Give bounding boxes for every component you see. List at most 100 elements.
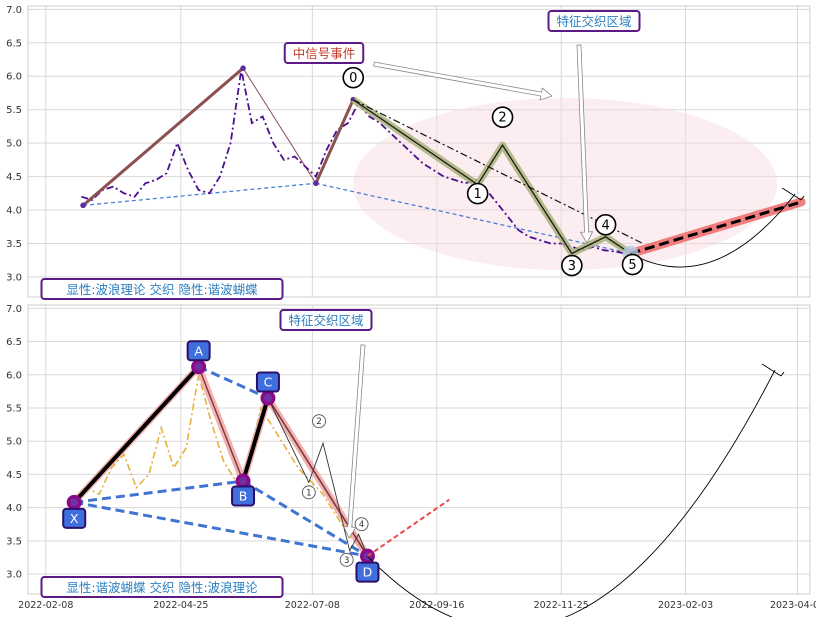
region-label: 特征交织区域 [556, 14, 631, 29]
wave-point-label: 4 [601, 218, 609, 233]
wave-trend-line [352, 99, 644, 245]
wave-point-label: 4 [359, 520, 364, 530]
legend-label-box [40, 576, 284, 598]
harmonic-point-label: C [264, 375, 273, 390]
harmonic-point-marker [80, 202, 86, 209]
wave-point-marker [339, 552, 354, 567]
y-tick-label: 3.0 [6, 570, 22, 581]
harmonic-point-core [239, 477, 248, 486]
plot-frame [27, 5, 811, 298]
harmonic-point-marker [313, 180, 319, 187]
harmonic-ac-line [197, 365, 269, 400]
wave-point-label: 2 [498, 111, 506, 126]
wave-point-marker [621, 253, 644, 276]
event-arrow [373, 61, 553, 101]
harmonic-bd-line [242, 479, 369, 558]
region-label: 特征交织区域 [288, 313, 363, 328]
wave-point-label: 1 [306, 488, 311, 498]
harmonic-ab-line [242, 67, 317, 184]
y-tick-label: 6.5 [6, 38, 22, 49]
projection-arc-tip [800, 195, 805, 201]
y-tick-label: 6.5 [6, 337, 22, 348]
y-tick-label: 5.5 [6, 105, 22, 116]
projection-arc-tip [780, 371, 785, 377]
wave-point-marker [491, 106, 514, 128]
wave-point-marker [312, 414, 326, 429]
wave-point-marker [466, 182, 489, 205]
y-tick-label: 4.0 [6, 503, 22, 514]
wave-point-label: 5 [628, 258, 636, 273]
y-tick-label: 4.0 [6, 206, 22, 217]
wave-point-marker [561, 254, 583, 277]
harmonic-point-label: A [194, 343, 203, 358]
harmonic-label-box [255, 371, 280, 393]
region-arrow [343, 344, 366, 539]
region-label-box [547, 10, 641, 32]
interaction-region-shading [353, 98, 777, 270]
harmonic-bd-line [315, 182, 631, 255]
price-series-line [73, 374, 369, 555]
wave-point-label: 0 [349, 71, 357, 86]
legend-label-box [40, 278, 284, 300]
event-label-box [283, 42, 365, 64]
price-series-line [81, 69, 626, 255]
harmonic-point-label: X [70, 511, 79, 526]
region-arrow [576, 44, 594, 244]
wave-point-label: 3 [568, 259, 576, 274]
x-tick-label: 2022-11-25 [534, 600, 589, 611]
y-tick-label: 3.5 [6, 239, 22, 250]
harmonic-point-label: D [363, 565, 373, 580]
harmonic-label-box [355, 561, 380, 583]
harmonic-point-marker [240, 65, 246, 72]
wave-point-marker [342, 66, 365, 89]
harmonic-label-box [231, 485, 256, 507]
y-tick-label: 5.5 [6, 403, 22, 414]
projection-band [626, 197, 806, 258]
event-label: 中信号事件 [293, 46, 356, 61]
wave-point-marker [301, 485, 316, 500]
harmonic-point-core [263, 394, 272, 403]
legend-label: 显性:波浪理论 交织 隐性:谐波蝴蝶 [66, 282, 258, 297]
harmonic-point-label: B [239, 489, 248, 504]
wave-path-line [352, 99, 631, 255]
harmonic-ab-leg [197, 366, 244, 482]
y-tick-label: 5.0 [6, 437, 22, 448]
harmonic-point-core [194, 362, 203, 371]
y-tick-label: 7.0 [6, 304, 22, 315]
projection-line [366, 498, 450, 557]
harmonic-bc-leg [241, 397, 270, 482]
harmonic-label-box [62, 507, 87, 529]
harmonic-xa-leg [72, 365, 201, 504]
wave-path-line [267, 397, 368, 557]
y-tick-label: 3.5 [6, 536, 22, 547]
y-tick-label: 4.5 [6, 470, 22, 481]
y-tick-label: 7.0 [6, 5, 22, 16]
x-tick-label: 2022-04-25 [153, 600, 208, 611]
projection-arc [630, 193, 796, 268]
x-tick-label: 2022-02-08 [18, 600, 73, 611]
wave-point-label: 1 [474, 187, 482, 202]
y-tick-label: 6.0 [6, 370, 22, 381]
y-tick-label: 4.5 [6, 172, 22, 183]
wave-point-label: 3 [344, 556, 349, 566]
harmonic-xb-line [83, 182, 316, 207]
harmonic-xb-line [74, 479, 244, 504]
x-tick-label: 2023-02-03 [658, 600, 713, 611]
wave-point-marker [594, 213, 617, 236]
harmonic-label-box [186, 340, 211, 362]
harmonic-xa-leg [82, 67, 245, 207]
plot-frame [27, 304, 811, 595]
bottom-panel: 3.0 3.5 4.0 4.5 5.0 5.5 6.0 6.5 7.0 2022-02-08 202… [6, 304, 816, 621]
projection-arc-head [761, 363, 782, 377]
y-tick-label: 6.0 [6, 72, 22, 83]
projection-arc [367, 369, 776, 621]
top-panel: 3.0 3.5 4.0 4.5 5.0 5.5 6.0 6.5 7.0 0 1 2 3 4 5 特征交织区域中… [6, 5, 811, 300]
wave-point-marker [354, 517, 369, 532]
projection-arc-head [781, 187, 802, 201]
harmonic-xd-line [73, 500, 368, 558]
y-tick-label: 3.0 [6, 272, 22, 283]
legend-label: 显性:谐波蝴蝶 交织 隐性:波浪理论 [66, 580, 258, 595]
harmonic-bc-leg [314, 99, 355, 184]
